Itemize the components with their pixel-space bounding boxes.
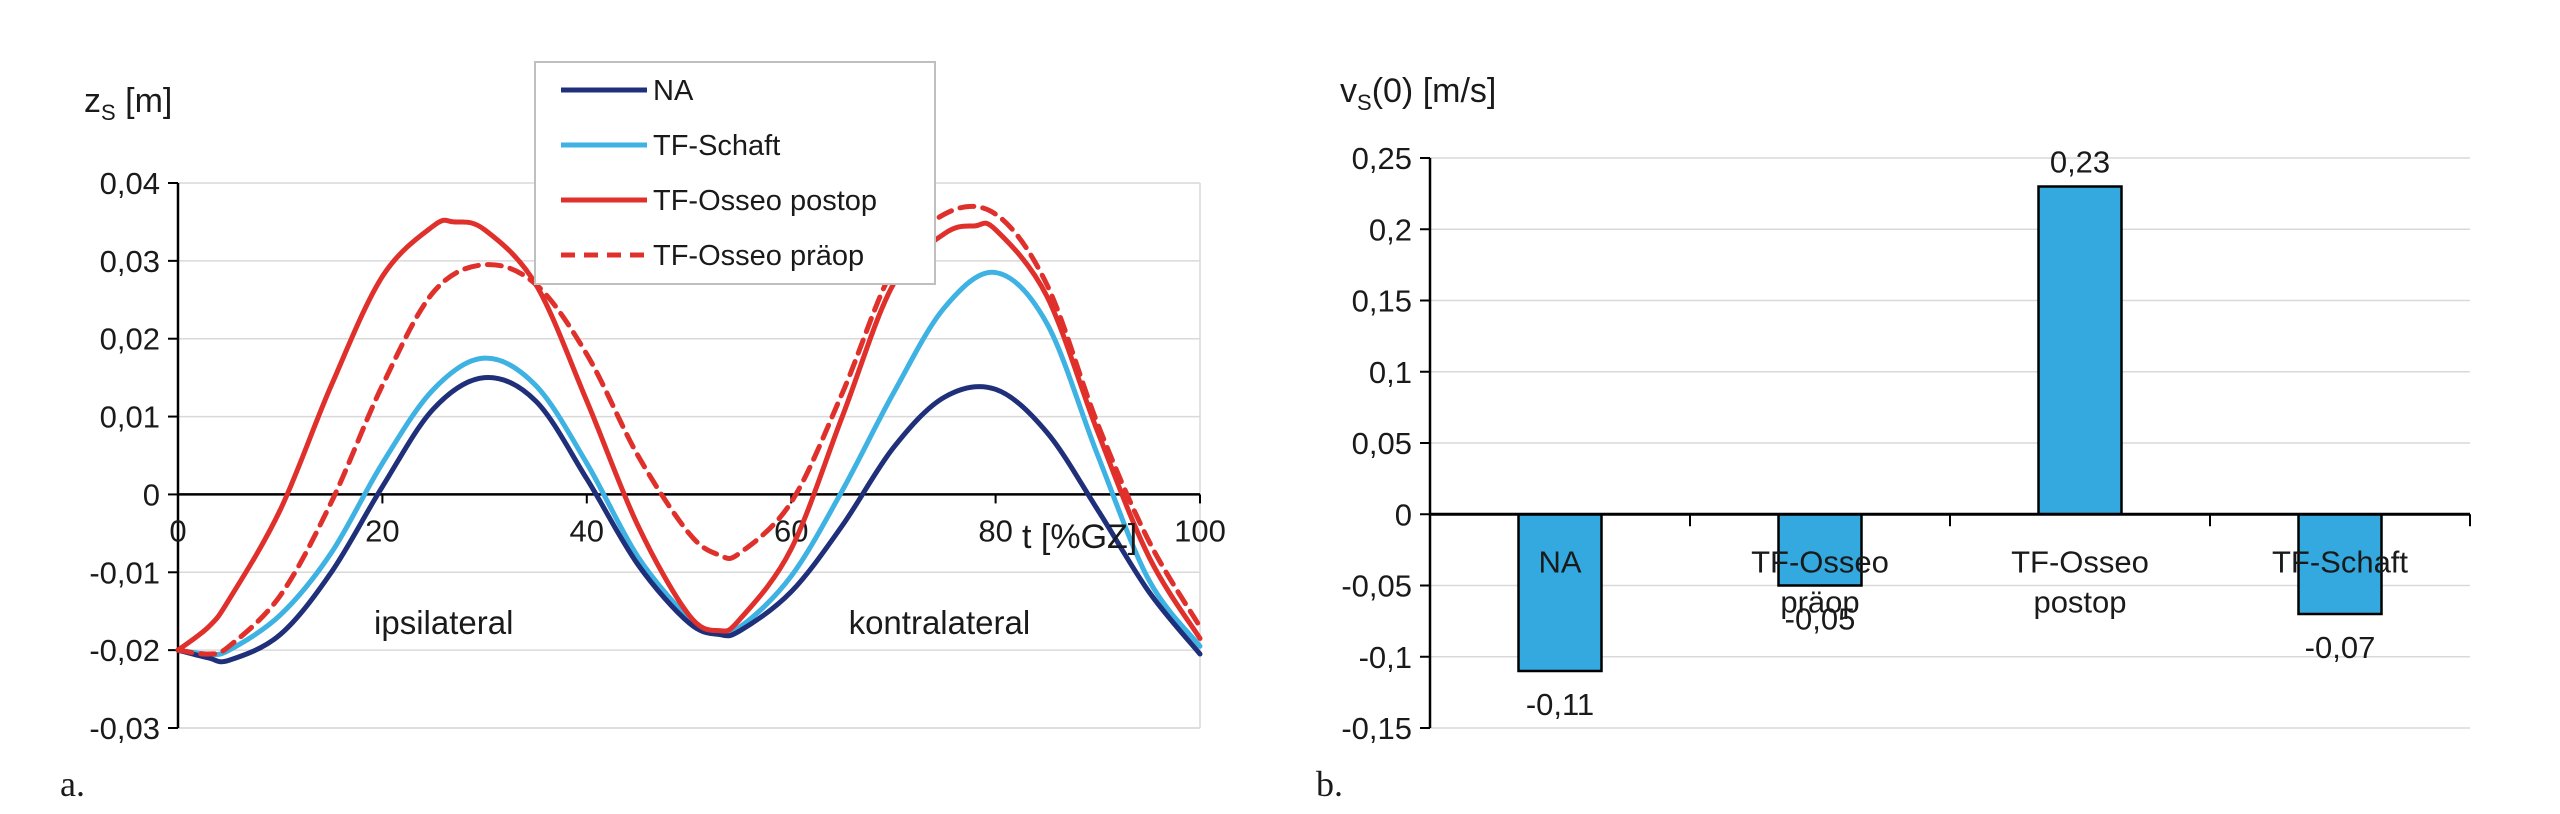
series-line-tf-osseo-postop [175, 217, 1203, 653]
legend-label: NA [653, 75, 694, 107]
x-axis: 0 20 40 60 80 100 [169, 493, 1226, 548]
y-axis-label: zS [m] [84, 82, 172, 125]
series-lines [175, 203, 1203, 665]
category-label: TF-Osseo postop [2011, 544, 2149, 619]
legend: NA TF-Schaft TF-Osseo postop TF-Osseo präop [534, 61, 936, 285]
bar [2037, 185, 2123, 516]
y-tick-label: 0,04 [100, 166, 160, 201]
category-label-line: NA [1538, 544, 1581, 579]
category-label: TF-Osseo präop [1751, 544, 1889, 619]
data-label: -0,11 [1526, 687, 1594, 722]
category-label-line: TF-Osseo [1751, 544, 1889, 579]
x-axis: NA TF-Osseo präop TF-Osseo postop TF-Schaft [1430, 512, 2471, 619]
y-axis: -0,15 -0,1 -0,05 0 0,05 0,1 0,15 0,2 0,25 [1341, 141, 1432, 746]
annotation-label: kontralateral [849, 604, 1031, 641]
bar [1777, 513, 1863, 587]
x-tick-label: 80 [978, 513, 1012, 548]
legend-label: TF-Schaft [653, 130, 780, 162]
x-tick-label: 40 [570, 513, 604, 548]
series-line-na [175, 375, 1203, 665]
bar-labels: -0,11 -0,05 0,23 -0,07 [1526, 145, 2376, 723]
y-tick-label: 0,02 [100, 322, 160, 357]
y-tick-label: 0,2 [1369, 212, 1412, 247]
data-label: -0,07 [2305, 630, 2376, 665]
y-tick-label: -0,03 [89, 711, 160, 746]
x-tick-label: 20 [365, 513, 399, 548]
y-tick-label: -0,15 [1341, 711, 1412, 746]
x-tick-label: 0 [169, 513, 186, 548]
y-axis-label: vS(0) [m/s] [1340, 72, 1496, 115]
category-label-line: TF-Osseo [2011, 544, 2149, 579]
bar [1517, 513, 1603, 673]
y-tick-label: -0,01 [89, 555, 160, 590]
category-label-line: präop [1780, 584, 1859, 619]
data-label: 0,23 [2050, 145, 2110, 180]
grid-lines [1430, 157, 2470, 729]
x-tick-label: 100 [1174, 513, 1226, 548]
y-tick-label: 0,01 [100, 400, 160, 435]
y-tick-label: -0,1 [1359, 640, 1412, 675]
legend-label: TF-Osseo postop [653, 185, 877, 217]
x-axis-label: t [%GZ] [1022, 518, 1137, 556]
panel-label-a: a. [60, 764, 85, 804]
legend-box [534, 61, 936, 285]
y-tick-label: 0,05 [1352, 426, 1412, 461]
y-tick-label: 0,03 [100, 244, 160, 279]
y-tick-label: -0,02 [89, 633, 160, 668]
series-line-tf-osseo-pr-op [175, 203, 1203, 657]
category-label-line: postop [2033, 584, 2126, 619]
y-tick-label: 0 [143, 477, 160, 512]
series-line-tf-schaft [175, 269, 1203, 658]
y-tick-label: 0,1 [1369, 355, 1412, 390]
y-tick-label: -0,05 [1341, 569, 1412, 604]
category-label: TF-Schaft [2272, 544, 2408, 579]
y-tick-label: 0,25 [1352, 141, 1412, 176]
annotation-label: ipsilateral [374, 604, 513, 641]
data-label: -0,05 [1785, 602, 1856, 637]
annotations: ipsilateral kontralateral [374, 604, 1030, 641]
y-axis: -0,03 -0,02 -0,01 0 0,01 0,02 0,03 0,04 [89, 166, 180, 746]
legend-label: TF-Osseo präop [653, 240, 864, 272]
bars [1517, 185, 2383, 673]
category-label: NA [1538, 544, 1581, 579]
panel-label-b: b. [1316, 764, 1343, 804]
y-tick-label: 0 [1395, 497, 1412, 532]
y-tick-label: 0,15 [1352, 284, 1412, 319]
category-label-line: TF-Schaft [2272, 544, 2408, 579]
